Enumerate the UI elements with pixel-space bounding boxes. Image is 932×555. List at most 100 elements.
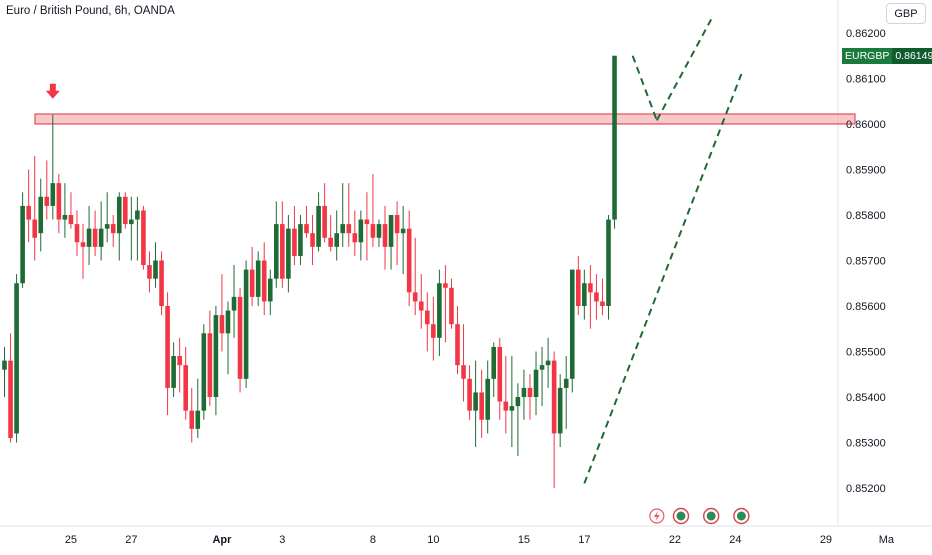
candle-body bbox=[328, 237, 333, 247]
economic-event-icon bbox=[706, 511, 716, 521]
candle-body bbox=[62, 215, 68, 220]
candle-body bbox=[576, 269, 581, 306]
candle-body bbox=[80, 242, 86, 247]
currency-button[interactable]: GBP bbox=[886, 3, 926, 24]
candle-body bbox=[26, 205, 31, 220]
candle-body bbox=[195, 410, 201, 429]
candle-body bbox=[322, 205, 327, 238]
candle-body bbox=[219, 315, 225, 334]
economic-event-icon bbox=[676, 511, 686, 521]
candle-body bbox=[20, 205, 25, 284]
time-tick-label: 29 bbox=[820, 534, 832, 546]
candle-body bbox=[92, 228, 98, 247]
candle-body bbox=[551, 360, 557, 434]
candle-body bbox=[225, 310, 231, 334]
candle-body bbox=[68, 215, 74, 225]
time-tick-label: 17 bbox=[578, 534, 590, 546]
price-tick-label: 0.85300 bbox=[846, 438, 886, 450]
price-label-value: 0.86149 bbox=[892, 48, 932, 64]
candle-body bbox=[153, 260, 158, 279]
candle-body bbox=[334, 233, 339, 247]
candle-body bbox=[485, 378, 490, 420]
candle-body bbox=[237, 296, 243, 379]
candle-body bbox=[2, 360, 7, 370]
candle-body bbox=[370, 224, 376, 238]
candle-body bbox=[310, 233, 315, 247]
price-tick-label: 0.85200 bbox=[846, 483, 886, 495]
candle-body bbox=[418, 301, 424, 311]
price-tick-label: 0.85500 bbox=[846, 347, 886, 359]
candle-body bbox=[177, 356, 182, 366]
chart-title: Euro / British Pound, 6h, OANDA bbox=[6, 5, 175, 17]
candle-body bbox=[467, 378, 472, 411]
price-tick-label: 0.85600 bbox=[846, 301, 886, 313]
candle-body bbox=[44, 196, 50, 206]
candle-body bbox=[123, 196, 128, 225]
candle-body bbox=[449, 287, 454, 325]
candle-body bbox=[588, 283, 593, 293]
candle-body bbox=[340, 224, 346, 234]
time-tick-label: 27 bbox=[125, 534, 137, 546]
candle-body bbox=[443, 283, 448, 288]
candle-body bbox=[249, 269, 255, 297]
candle-body bbox=[56, 183, 62, 220]
candle-body bbox=[141, 210, 146, 266]
last-price-label: EURGBP 0.86149 bbox=[842, 48, 932, 64]
candle-body bbox=[431, 324, 436, 338]
candle-body bbox=[594, 292, 599, 302]
candle-body bbox=[394, 215, 400, 234]
price-tick-label: 0.85800 bbox=[846, 210, 886, 222]
candle-body bbox=[497, 346, 503, 402]
candle-body bbox=[50, 183, 56, 206]
price-tick-label: 0.86200 bbox=[846, 28, 886, 40]
candle-body bbox=[539, 365, 545, 370]
candle-body bbox=[376, 224, 382, 238]
candle-body bbox=[129, 219, 134, 225]
candle-body bbox=[455, 324, 460, 366]
candle-body bbox=[171, 356, 176, 388]
candle-body bbox=[159, 260, 164, 306]
price-tick-label: 0.86100 bbox=[846, 74, 886, 86]
candle-body bbox=[274, 224, 279, 279]
time-tick-label: Ma bbox=[879, 534, 895, 546]
candle-body bbox=[292, 228, 297, 256]
candle-body bbox=[461, 365, 466, 379]
price-tick-label: 0.85400 bbox=[846, 392, 886, 404]
time-tick-label: 8 bbox=[370, 534, 376, 546]
candle-body bbox=[479, 392, 484, 420]
candle-body bbox=[243, 269, 249, 379]
candle-body bbox=[267, 278, 273, 302]
candle-body bbox=[358, 219, 364, 243]
candle-body bbox=[400, 228, 406, 234]
price-tick-label: 0.85900 bbox=[846, 165, 886, 177]
candle-body bbox=[38, 196, 44, 234]
candle-body bbox=[104, 224, 110, 229]
marker-down-arrow bbox=[45, 83, 60, 99]
candle-body bbox=[352, 233, 358, 243]
time-tick-label: 3 bbox=[279, 534, 285, 546]
candle-body bbox=[521, 387, 527, 397]
candle-body bbox=[8, 360, 13, 438]
candle-body bbox=[189, 410, 195, 429]
candle-body bbox=[600, 301, 605, 306]
candle-body bbox=[509, 406, 515, 411]
price-tick-label: 0.86000 bbox=[846, 119, 886, 131]
candle-body bbox=[563, 378, 569, 388]
candle-body bbox=[286, 228, 291, 279]
candle-body bbox=[280, 224, 285, 279]
time-tick-label: 15 bbox=[518, 534, 530, 546]
candle-body bbox=[165, 306, 170, 388]
candle-body bbox=[86, 228, 92, 247]
time-tick-label: 10 bbox=[427, 534, 439, 546]
candle-body bbox=[606, 219, 611, 306]
candle-body bbox=[110, 224, 116, 234]
candle-body bbox=[503, 401, 509, 411]
candle-body bbox=[147, 265, 152, 279]
price-tick-label: 0.85700 bbox=[846, 256, 886, 268]
candle-body bbox=[183, 365, 188, 411]
candle-body bbox=[74, 224, 80, 243]
candle-body bbox=[382, 224, 388, 247]
candle-body bbox=[557, 387, 563, 434]
